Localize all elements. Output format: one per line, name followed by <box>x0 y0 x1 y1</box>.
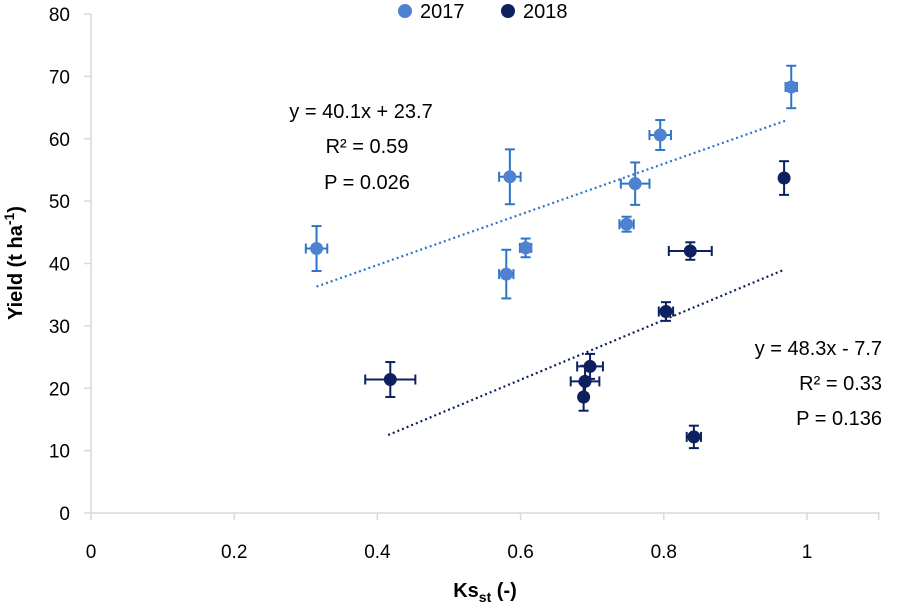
y-tick-label: 30 <box>49 317 70 338</box>
legend: 2017 2018 <box>398 1 568 23</box>
x-tick-label: 0.4 <box>364 542 391 563</box>
y-tick-label: 10 <box>49 442 70 463</box>
data-point-2018 <box>583 359 597 373</box>
data-point-2017 <box>784 80 798 94</box>
data-point-2017 <box>519 241 533 255</box>
x-tick-label: 0.6 <box>507 542 533 563</box>
annotation-2017: y = 40.1x + 23.7 R² = 0.59 P = 0.026 <box>289 101 432 194</box>
y-tick-label: 40 <box>49 255 70 276</box>
x-axis-title: Ksst (-) <box>453 580 517 605</box>
p-value-2018: P = 0.136 <box>796 408 882 430</box>
y-axis-title-sup: -1 <box>1 212 17 225</box>
data-point-2018 <box>683 244 697 258</box>
data-point-2017 <box>628 177 642 191</box>
data-point-2018 <box>687 430 701 444</box>
data-point-2017 <box>310 242 324 256</box>
data-point-2017 <box>620 217 634 231</box>
equation-2017: y = 40.1x + 23.7 <box>289 101 432 123</box>
legend-label-2017: 2017 <box>420 1 465 23</box>
x-axis-title-sub: st <box>479 589 492 605</box>
equation-2018: y = 48.3x - 7.7 <box>755 338 882 360</box>
y-tick-label: 20 <box>49 379 70 400</box>
data-point-2018 <box>383 373 397 387</box>
data-point-2017 <box>499 267 513 281</box>
y-tick-label: 60 <box>49 130 70 151</box>
y-tick-label: 80 <box>49 5 70 26</box>
y-tick-label: 0 <box>59 504 70 525</box>
y-axis-title: Yield (t ha-1) <box>1 206 27 320</box>
trendline-2018 <box>387 268 785 437</box>
y-axis-title-suffix: ) <box>5 206 27 213</box>
x-tick-label: 0 <box>86 542 97 563</box>
x-tick-label: 0.8 <box>651 542 677 563</box>
p-value-2017: P = 0.026 <box>324 172 410 194</box>
data-point-2018 <box>777 171 791 185</box>
data-point-2018 <box>659 305 673 319</box>
y-tick-label: 50 <box>49 192 70 213</box>
legend-marker-2018 <box>501 4 515 18</box>
x-tick-label: 0.2 <box>221 542 247 563</box>
x-tick-label: 1 <box>802 542 813 563</box>
y-tick-label: 70 <box>49 67 70 88</box>
x-axis-title-main: Ks <box>453 580 479 602</box>
y-axis-title-main: Yield (t ha <box>5 224 27 320</box>
annotation-2018: y = 48.3x - 7.7 R² = 0.33 P = 0.136 <box>755 338 882 430</box>
data-point-2017 <box>653 128 667 142</box>
legend-label-2018: 2018 <box>523 1 568 23</box>
data-point-2017 <box>503 170 517 184</box>
r2-2017: R² = 0.59 <box>326 136 409 158</box>
data-point-2018 <box>578 374 592 388</box>
legend-marker-2017 <box>398 4 412 18</box>
x-axis-title-suffix: (-) <box>491 580 517 602</box>
data-point-2018 <box>577 390 591 404</box>
r2-2018: R² = 0.33 <box>799 373 882 395</box>
